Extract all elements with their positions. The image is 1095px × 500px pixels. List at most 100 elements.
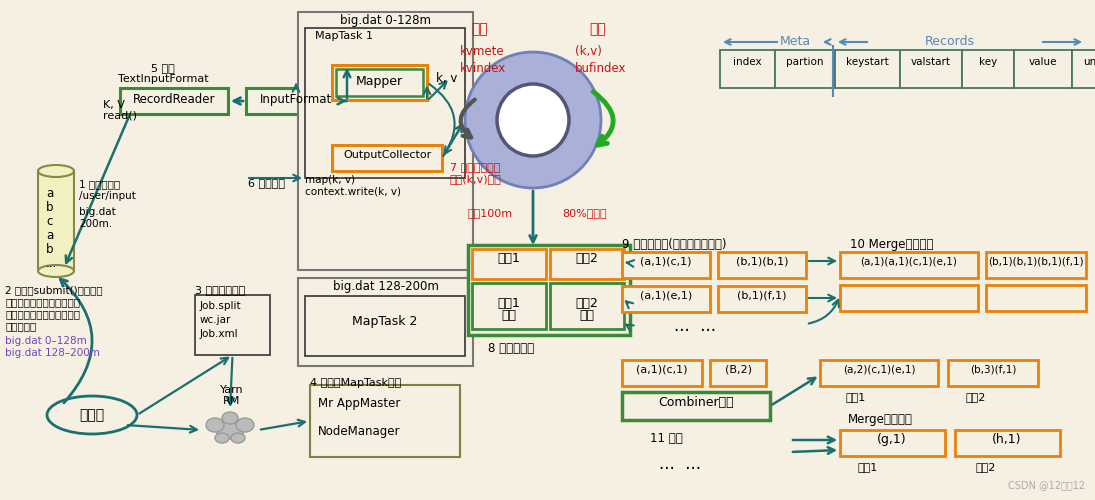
Bar <box>550 283 624 329</box>
Text: 10 Merge归并排序: 10 Merge归并排序 <box>850 238 934 251</box>
Text: (a,1)(e,1): (a,1)(e,1) <box>639 290 692 300</box>
Text: (g,1): (g,1) <box>877 432 907 446</box>
Bar <box>900 50 963 88</box>
Text: key: key <box>979 57 998 67</box>
Ellipse shape <box>237 418 254 432</box>
Text: 据参数配置，形成一个任务: 据参数配置，形成一个任务 <box>5 309 80 319</box>
Text: 4 计算出MapTask数量: 4 计算出MapTask数量 <box>310 378 401 388</box>
Text: 默认100m: 默认100m <box>466 208 512 218</box>
Text: 分区1: 分区1 <box>858 462 878 472</box>
Bar <box>622 360 702 386</box>
Text: 分区1: 分区1 <box>497 252 520 266</box>
Text: (b,3)(f,1): (b,3)(f,1) <box>970 364 1016 374</box>
Ellipse shape <box>222 412 238 424</box>
Ellipse shape <box>47 396 137 434</box>
Ellipse shape <box>206 418 224 432</box>
Bar <box>120 88 228 114</box>
Bar <box>246 88 346 114</box>
Text: 2 客户端submit()前，获取: 2 客户端submit()前，获取 <box>5 285 103 295</box>
Bar <box>298 12 473 270</box>
Bar <box>710 360 766 386</box>
Bar <box>948 360 1038 386</box>
Text: 分配的规划: 分配的规划 <box>5 321 36 331</box>
Bar <box>310 385 460 457</box>
Text: 7 向环形缓冲区: 7 向环形缓冲区 <box>450 162 500 172</box>
Text: /user/input: /user/input <box>79 191 136 201</box>
Circle shape <box>497 84 569 156</box>
Text: bufindex: bufindex <box>575 62 626 75</box>
Text: 6 逻辑运算: 6 逻辑运算 <box>247 178 285 188</box>
Bar <box>963 50 1014 88</box>
Text: (a,2)(c,1)(e,1): (a,2)(c,1)(e,1) <box>843 364 915 374</box>
Text: 5 默认: 5 默认 <box>151 63 175 73</box>
Text: ···  ···: ··· ··· <box>675 322 716 340</box>
Text: partion: partion <box>786 57 823 67</box>
Text: Mr AppMaster: Mr AppMaster <box>318 397 401 410</box>
Bar <box>840 285 978 311</box>
Text: kvindex: kvindex <box>460 62 506 75</box>
Text: read(): read() <box>103 111 137 121</box>
Text: (b,1)(b,1): (b,1)(b,1) <box>736 256 788 266</box>
Text: big.dat 128–200m: big.dat 128–200m <box>5 348 100 358</box>
Bar <box>468 245 630 335</box>
Bar <box>332 145 442 171</box>
Bar <box>721 50 775 88</box>
Text: (B,2): (B,2) <box>725 364 751 374</box>
Bar <box>840 252 978 278</box>
Text: index: index <box>734 57 762 67</box>
Text: Job.split: Job.split <box>200 301 242 311</box>
Text: Yarn: Yarn <box>220 385 244 395</box>
Bar <box>550 249 624 279</box>
Text: 分区2: 分区2 <box>975 462 995 472</box>
Text: Merge归并排序: Merge归并排序 <box>848 413 913 426</box>
Text: (b,1)(b,1)(b,1)(f,1): (b,1)(b,1)(b,1)(f,1) <box>988 256 1084 266</box>
Bar <box>306 296 465 356</box>
Bar <box>622 392 770 420</box>
Text: NodeManager: NodeManager <box>318 425 401 438</box>
Bar <box>622 286 710 312</box>
Bar <box>718 286 806 312</box>
Text: 索引: 索引 <box>472 22 488 36</box>
Text: 排序: 排序 <box>579 309 595 322</box>
Text: kvmete: kvmete <box>460 45 505 58</box>
Bar <box>820 360 938 386</box>
Bar <box>622 252 710 278</box>
Text: (a,1)(a,1)(c,1)(e,1): (a,1)(a,1)(c,1)(e,1) <box>861 256 957 266</box>
Bar <box>472 283 546 329</box>
Bar <box>718 252 806 278</box>
Text: big.dat: big.dat <box>79 207 116 217</box>
Text: Records: Records <box>925 35 975 48</box>
Text: 待处理数据的信息，然后根: 待处理数据的信息，然后根 <box>5 297 80 307</box>
Text: 分区2: 分区2 <box>576 252 599 266</box>
Text: 排序: 排序 <box>502 309 517 322</box>
Ellipse shape <box>38 265 74 277</box>
Text: big.dat 128-200m: big.dat 128-200m <box>333 280 438 293</box>
Text: K, V: K, V <box>103 100 125 110</box>
Text: TextInputFormat: TextInputFormat <box>117 74 208 84</box>
Bar <box>986 252 1086 278</box>
Text: 分区1: 分区1 <box>497 297 520 310</box>
Text: 分区2: 分区2 <box>965 392 986 402</box>
Text: 80%后反向: 80%后反向 <box>562 208 607 218</box>
Bar <box>1072 50 1095 88</box>
Text: 客户端: 客户端 <box>80 408 104 422</box>
Text: a: a <box>46 187 54 200</box>
Text: value: value <box>1028 57 1058 67</box>
Text: wc.jar: wc.jar <box>200 315 231 325</box>
Text: 分区2: 分区2 <box>576 297 599 310</box>
Text: ...: ... <box>46 257 57 270</box>
Text: (h,1): (h,1) <box>992 432 1022 446</box>
Bar <box>336 69 423 96</box>
Text: Job.xml: Job.xml <box>200 329 239 339</box>
Ellipse shape <box>38 165 74 177</box>
Text: map(k, v): map(k, v) <box>306 175 355 185</box>
Ellipse shape <box>216 421 244 439</box>
Text: Meta: Meta <box>780 35 810 48</box>
Text: Mapper: Mapper <box>356 75 403 88</box>
Bar <box>472 249 546 279</box>
Text: (b,1)(f,1): (b,1)(f,1) <box>737 290 786 300</box>
Text: b: b <box>46 243 54 256</box>
Text: big.dat 0–128m: big.dat 0–128m <box>5 336 87 346</box>
Text: 数据: 数据 <box>589 22 607 36</box>
Ellipse shape <box>231 433 245 443</box>
